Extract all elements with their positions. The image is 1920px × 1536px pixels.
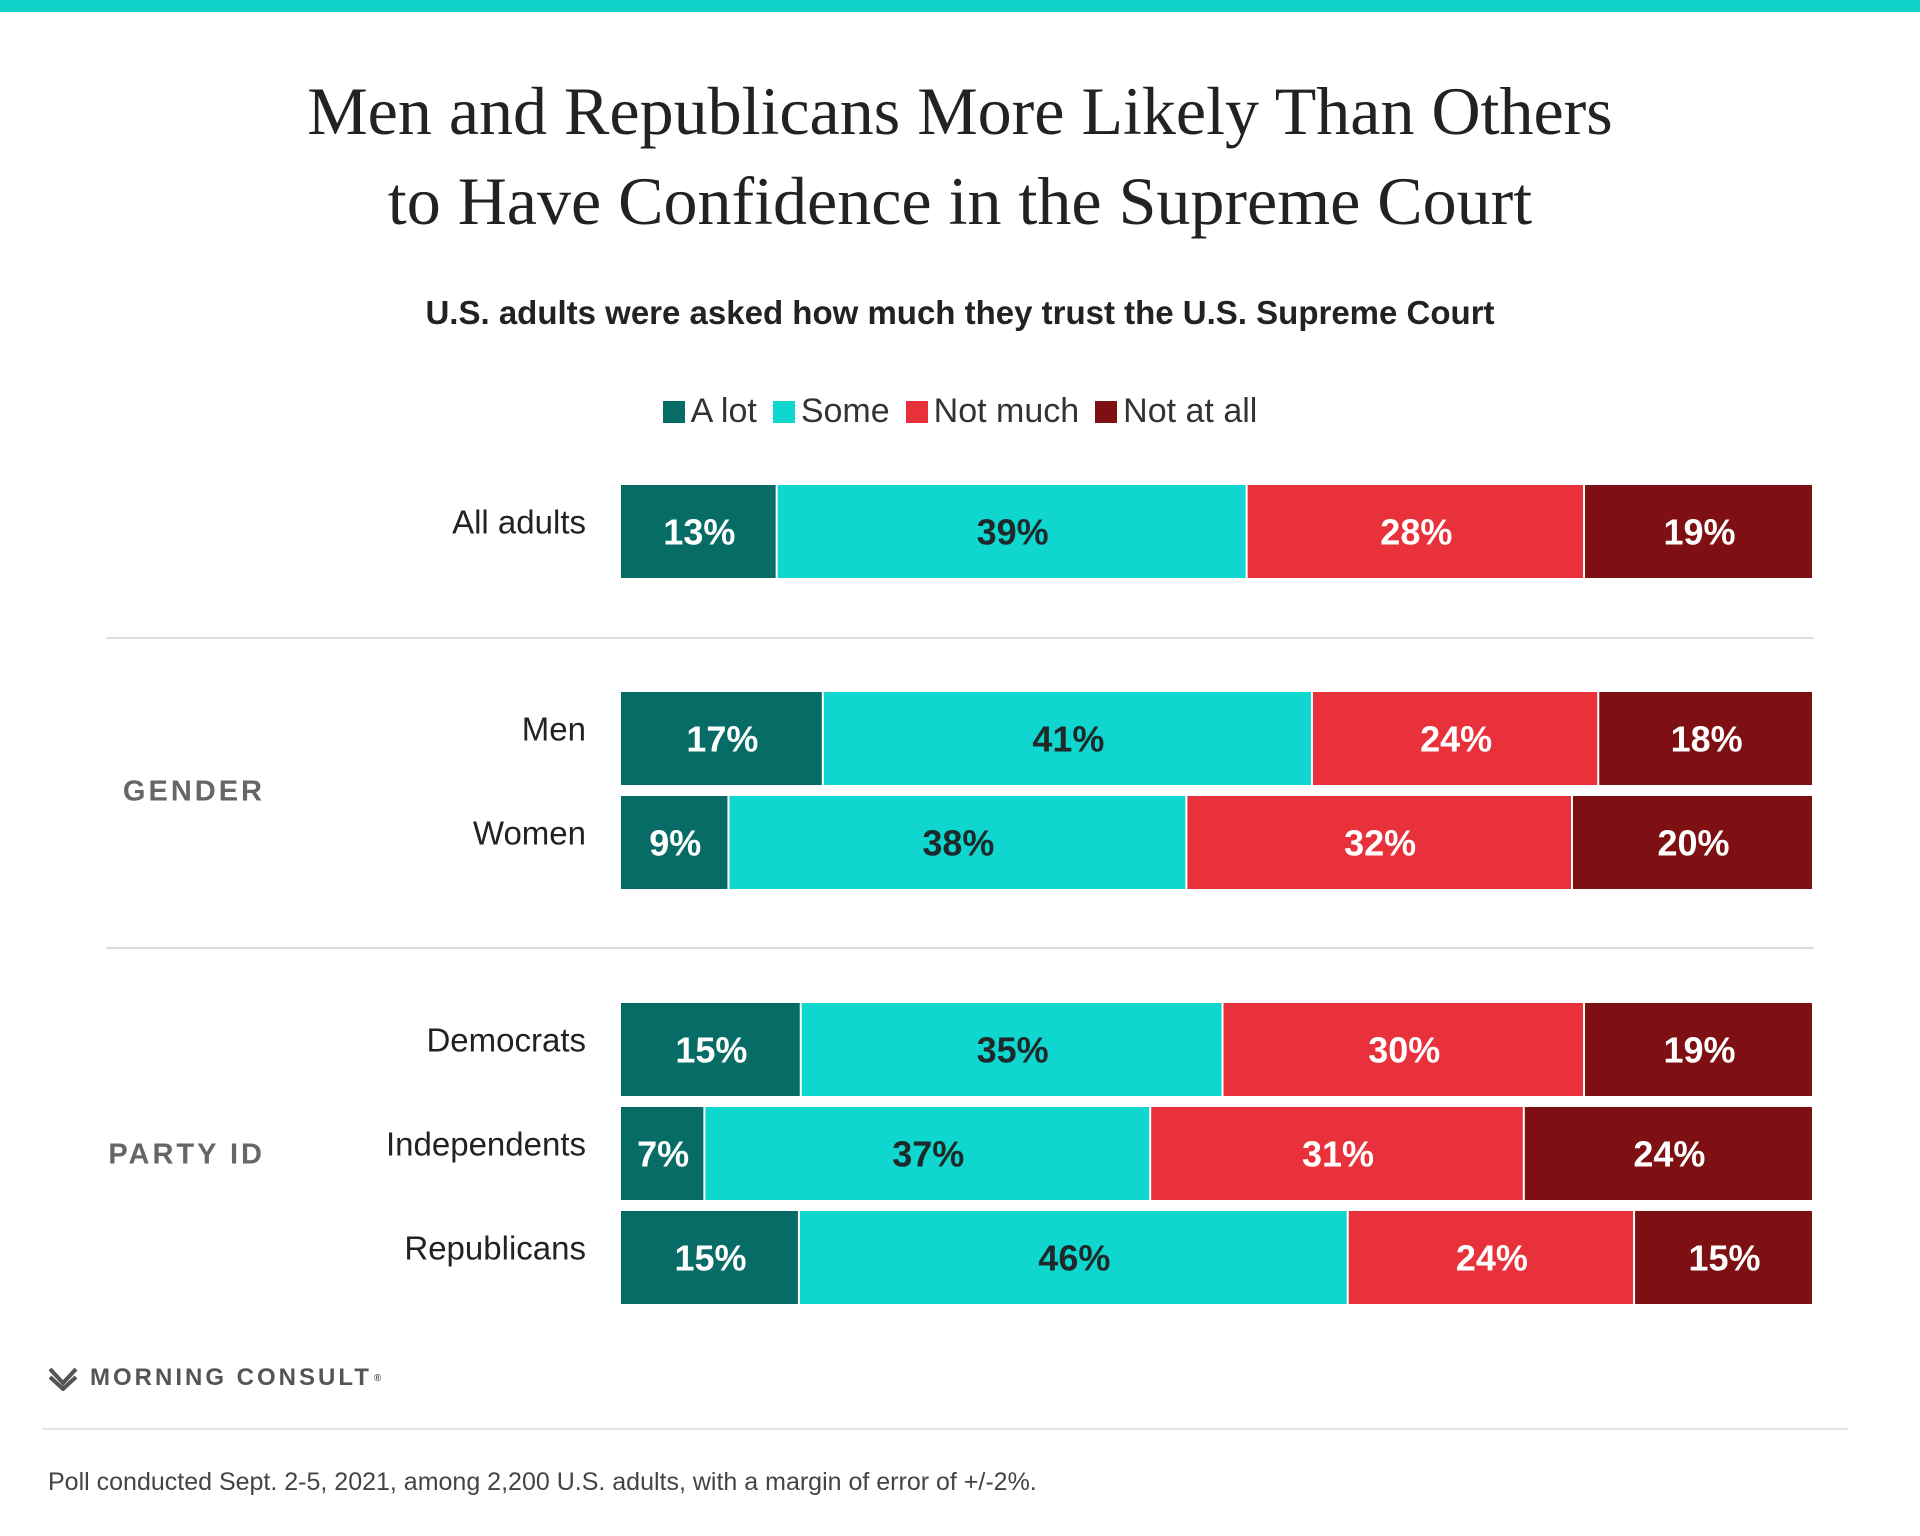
group-label: GENDER	[123, 776, 265, 808]
data-label-independents-not-much: 31%	[1302, 1134, 1374, 1175]
legend-item-not-at-all: Not at all	[1095, 392, 1257, 431]
bar-republicans-a-lot	[621, 1211, 798, 1304]
data-label-independents-not-at-all: 24%	[1633, 1134, 1705, 1175]
legend-swatch-some	[772, 400, 795, 423]
chart-title: Men and Republicans More Likely Than Oth…	[0, 66, 1920, 246]
data-label-men-not-much: 24%	[1420, 719, 1492, 760]
bar-republicans-some	[799, 1211, 1347, 1304]
data-label-all-adults-not-at-all: 19%	[1663, 512, 1735, 553]
data-label-republicans-not-much: 24%	[1456, 1238, 1528, 1279]
data-label-women-not-much: 32%	[1344, 823, 1416, 864]
top-accent-bar	[0, 0, 1920, 12]
morning-consult-logo: MORNING CONSULT ®	[48, 1364, 381, 1392]
bar-democrats-some	[801, 1003, 1222, 1096]
bar-all-adults-not-at-all	[1585, 485, 1812, 578]
category-label-men: Men	[522, 711, 586, 748]
footnote: Poll conducted Sept. 2-5, 2021, among 2,…	[48, 1468, 1037, 1496]
legend-item-some: Some	[772, 392, 890, 431]
legend-label-a-lot: A lot	[690, 392, 757, 430]
bar-republicans-not-much	[1348, 1211, 1634, 1304]
data-label-women-some: 38%	[922, 823, 994, 864]
data-label-democrats-a-lot: 15%	[675, 1030, 747, 1071]
logo-registered-mark: ®	[373, 1372, 382, 1384]
bar-democrats-not-at-all	[1585, 1003, 1812, 1096]
category-label-all-adults: All adults	[452, 504, 586, 541]
morning-consult-logo-icon	[48, 1367, 78, 1391]
chart-title-line-2: to Have Confidence in the Supreme Court	[387, 163, 1533, 239]
bar-democrats-not-much	[1223, 1003, 1584, 1096]
bar-women-a-lot	[621, 796, 728, 889]
bar-all-adults-some	[777, 485, 1246, 578]
bar-independents-not-much	[1151, 1107, 1523, 1200]
group-label: PARTY ID	[108, 1139, 265, 1171]
data-label-men-some: 41%	[1032, 719, 1104, 760]
legend-swatch-not-much	[905, 400, 928, 423]
chart-title-line-1: Men and Republicans More Likely Than Oth…	[307, 73, 1613, 149]
data-label-independents-some: 37%	[892, 1134, 964, 1175]
bar-independents-not-at-all	[1524, 1107, 1812, 1200]
category-label-democrats: Democrats	[426, 1022, 586, 1059]
legend-label-some: Some	[800, 392, 890, 430]
legend-item-not-much: Not much	[905, 392, 1080, 431]
footer-divider	[42, 1428, 1848, 1430]
logo-text: MORNING CONSULT	[90, 1364, 372, 1391]
legend-item-a-lot: A lot	[662, 392, 757, 431]
data-label-all-adults-not-much: 28%	[1380, 512, 1452, 553]
data-label-democrats-not-much: 30%	[1368, 1030, 1440, 1071]
data-label-women-not-at-all: 20%	[1657, 823, 1729, 864]
data-label-democrats-not-at-all: 19%	[1663, 1030, 1735, 1071]
data-label-men-a-lot: 17%	[686, 719, 758, 760]
data-label-women-a-lot: 9%	[649, 823, 701, 864]
legend-swatch-not-at-all	[1095, 400, 1118, 423]
bar-all-adults-a-lot	[621, 485, 776, 578]
bar-republicans-not-at-all	[1635, 1211, 1812, 1304]
bar-all-adults-not-much	[1247, 485, 1584, 578]
bar-men-some	[823, 692, 1311, 785]
category-label-republicans: Republicans	[404, 1230, 586, 1267]
data-label-republicans-not-at-all: 15%	[1688, 1238, 1760, 1279]
data-label-republicans-a-lot: 15%	[674, 1238, 746, 1279]
bar-women-not-at-all	[1572, 796, 1812, 889]
stacked-bar-chart: All adults 13% 39% 28% 19% GENDER Men 17% 41% 24%…	[106, 485, 1814, 1304]
data-label-all-adults-a-lot: 13%	[663, 512, 735, 553]
category-label-independents: Independents	[386, 1126, 586, 1163]
bar-men-not-much	[1312, 692, 1598, 785]
bar-men-a-lot	[621, 692, 822, 785]
bar-democrats-a-lot	[621, 1003, 800, 1096]
data-label-men-not-at-all: 18%	[1671, 719, 1743, 760]
legend-swatch-a-lot	[662, 400, 685, 423]
bar-men-not-at-all	[1599, 692, 1812, 785]
bar-independents-some	[705, 1107, 1150, 1200]
chart-legend: A lot Some Not much Not at all	[0, 392, 1920, 431]
data-label-republicans-some: 46%	[1038, 1238, 1110, 1279]
data-label-all-adults-some: 39%	[977, 512, 1049, 553]
legend-label-not-much: Not much	[933, 392, 1080, 430]
bar-women-not-much	[1187, 796, 1571, 889]
category-label-women: Women	[473, 815, 586, 852]
legend-label-not-at-all: Not at all	[1123, 392, 1258, 430]
bar-independents-a-lot	[621, 1107, 704, 1200]
data-label-independents-a-lot: 7%	[637, 1134, 689, 1175]
data-label-democrats-some: 35%	[977, 1030, 1049, 1071]
chart-subtitle: U.S. adults were asked how much they tru…	[425, 294, 1495, 331]
bar-women-some	[729, 796, 1186, 889]
